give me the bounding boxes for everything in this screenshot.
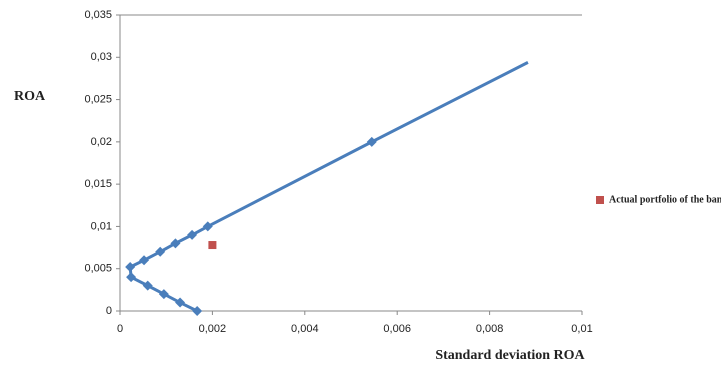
marker	[192, 306, 203, 316]
marker	[208, 241, 217, 250]
marker	[139, 255, 150, 266]
x-tick-label: 0	[117, 323, 123, 335]
legend-label: Actual portfolio of the bank	[609, 194, 721, 205]
frontier-line	[128, 61, 529, 313]
marker	[175, 297, 186, 308]
x-axis-title: Standard deviation ROA	[435, 348, 585, 363]
marker	[125, 262, 136, 273]
marker	[366, 136, 377, 147]
marker	[142, 280, 153, 291]
x-tick-label: 0,008	[476, 323, 504, 335]
marker	[170, 238, 181, 249]
y-tick-label: 0,015	[84, 178, 112, 190]
marker	[187, 229, 198, 240]
y-tick-label: 0,02	[91, 136, 112, 148]
x-tick-label: 0,01	[571, 323, 592, 335]
legend-swatch	[596, 196, 604, 204]
marker	[158, 289, 169, 300]
marker	[126, 272, 137, 283]
y-tick-label: 0,035	[84, 9, 112, 21]
y-tick-label: 0	[106, 305, 112, 317]
marker	[155, 246, 166, 257]
marker	[202, 221, 213, 232]
x-tick-label: 0,006	[383, 323, 411, 335]
y-tick-label: 0,025	[84, 93, 112, 105]
y-axis-title: ROA	[14, 89, 46, 104]
y-tick-label: 0,005	[84, 263, 112, 275]
y-tick-label: 0,01	[91, 220, 112, 232]
y-tick-label: 0,03	[91, 51, 112, 63]
x-tick-label: 0,004	[291, 323, 319, 335]
x-tick-label: 0,002	[199, 323, 227, 335]
